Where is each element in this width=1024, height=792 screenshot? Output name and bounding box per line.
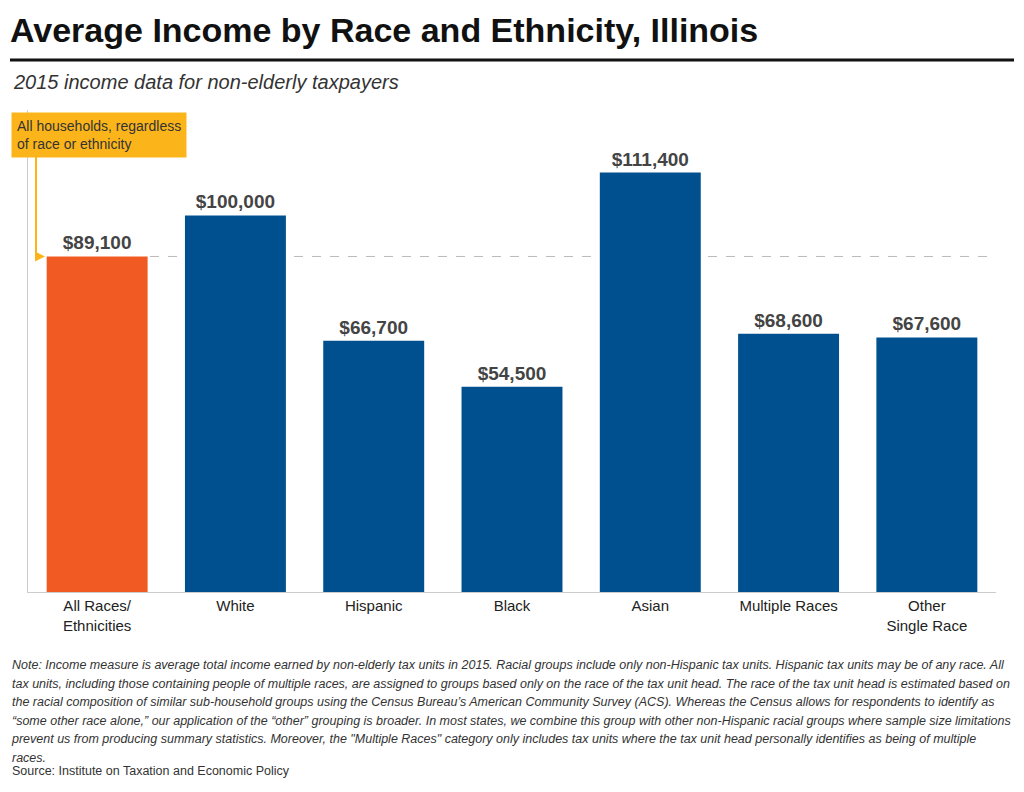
- svg-text:All Races/Ethnicities: All Races/Ethnicities: [63, 597, 132, 634]
- svg-text:Asian: Asian: [632, 597, 670, 614]
- svg-text:$54,500: $54,500: [478, 363, 547, 384]
- svg-text:Multiple Races: Multiple Races: [739, 597, 837, 614]
- svg-text:$66,700: $66,700: [339, 317, 408, 338]
- svg-text:$111,400: $111,400: [612, 149, 689, 170]
- svg-text:$100,000: $100,000: [196, 191, 275, 212]
- svg-text:Hispanic: Hispanic: [345, 597, 403, 614]
- svg-text:Black: Black: [494, 597, 531, 614]
- svg-text:$89,100: $89,100: [63, 232, 132, 253]
- svg-text:All households, regardlessof r: All households, regardlessof race or eth…: [17, 118, 181, 152]
- svg-text:$67,600: $67,600: [893, 313, 962, 334]
- svg-text:White: White: [216, 597, 254, 614]
- svg-text:$68,600: $68,600: [754, 310, 823, 331]
- html-text:Note: Income measure is averag: Note: Income measure is average total in…: [12, 658, 1011, 765]
- svg-text:OtherSingle Race: OtherSingle Race: [886, 597, 967, 634]
- svg-text:2015 income data for non-elder: 2015 income data for non-elderly taxpaye…: [13, 71, 399, 93]
- svg-text:Average Income by Race and Eth: Average Income by Race and Ethnicity, Il…: [10, 11, 758, 49]
- html-text:Source: Institute on Taxation: Source: Institute on Taxation and Econom…: [12, 764, 289, 778]
